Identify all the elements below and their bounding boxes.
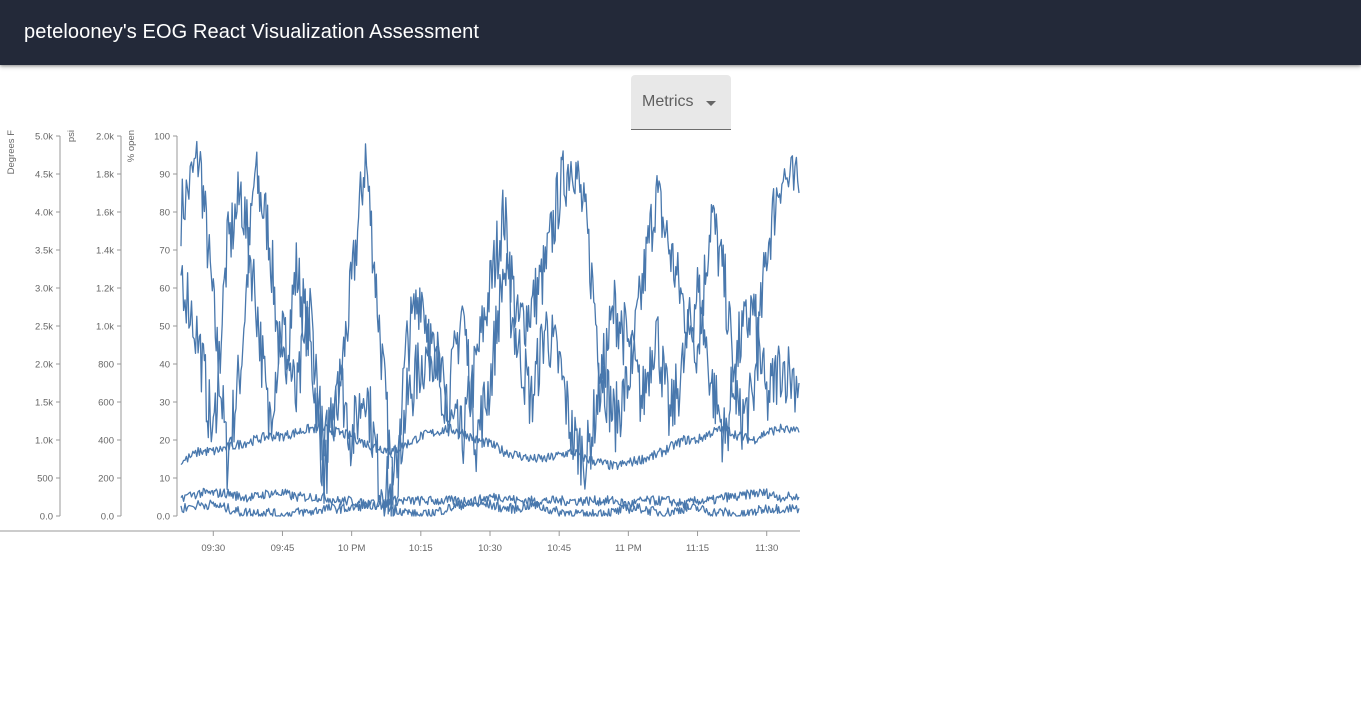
y-tick-label: 4.0k — [35, 208, 53, 219]
series-line-1 — [180, 140, 800, 517]
y-tick-label: 2.0k — [35, 360, 53, 371]
y-tick-label: 40 — [159, 360, 170, 371]
y-tick-label: 1.0k — [96, 322, 114, 333]
y-tick-label: 2.0k — [96, 132, 114, 143]
dropdown-arrow-icon — [705, 100, 716, 106]
series-line-3 — [180, 423, 800, 471]
y-tick-label: 50 — [159, 322, 170, 333]
y-tick-label: 0.0 — [157, 512, 170, 523]
x-tick-label: 10:15 — [409, 543, 433, 554]
y-tick-label: 200 — [98, 474, 114, 485]
x-tick-label: 10 PM — [338, 543, 366, 554]
y-tick-label: 20 — [159, 436, 170, 447]
x-tick-label: 09:30 — [201, 543, 225, 554]
y-tick-label: 400 — [98, 436, 114, 447]
y-tick-label: 1.6k — [96, 208, 114, 219]
y-axis-title-percent: % open — [126, 130, 137, 162]
app-bar: petelooney's EOG React Visualization Ass… — [0, 0, 1361, 65]
series-line-4 — [180, 487, 800, 510]
y-tick-label: 500 — [37, 474, 53, 485]
y-tick-label: 100 — [154, 132, 170, 143]
y-tick-label: 4.5k — [35, 170, 53, 181]
x-tick-label: 10:30 — [478, 543, 502, 554]
metrics-select-label: Metrics — [642, 93, 694, 110]
app-title: petelooney's EOG React Visualization Ass… — [24, 21, 480, 43]
y-tick-label: 3.0k — [35, 284, 53, 295]
x-tick-label: 11:30 — [755, 543, 778, 554]
x-tick-label: 11 PM — [615, 543, 642, 554]
y-tick-label: 10 — [159, 474, 170, 485]
metrics-select[interactable]: Metrics — [631, 75, 731, 130]
y-tick-label: 800 — [98, 360, 114, 371]
series-line-5 — [180, 499, 800, 517]
x-tick-label: 10:45 — [547, 543, 571, 554]
y-tick-label: 3.5k — [35, 246, 53, 257]
y-tick-label: 5.0k — [35, 132, 53, 143]
x-tick-label: 09:45 — [271, 543, 295, 554]
series-line-2 — [180, 171, 800, 517]
y-axis-title-temp: Degrees F — [6, 130, 17, 175]
y-tick-label: 0.0 — [101, 512, 114, 523]
y-tick-label: 0.0 — [40, 512, 53, 523]
x-tick-label: 11:15 — [686, 543, 709, 554]
y-tick-label: 70 — [159, 246, 170, 257]
y-tick-label: 90 — [159, 170, 170, 181]
y-tick-label: 2.5k — [35, 322, 53, 333]
y-tick-label: 1.5k — [35, 398, 53, 409]
y-tick-label: 80 — [159, 208, 170, 219]
y-tick-label: 60 — [159, 284, 170, 295]
y-tick-label: 1.2k — [96, 284, 114, 295]
y-tick-label: 600 — [98, 398, 114, 409]
y-tick-label: 1.0k — [35, 436, 53, 447]
y-axis-title-pressure: psi — [66, 130, 77, 142]
metrics-line-chart: 0.0 500 1.0k 1.5k 2.0k 2.5k 3.0k 3.5k 4.0k 4.5k 5.… — [0, 130, 800, 554]
y-tick-label: 1.4k — [96, 246, 114, 257]
y-tick-label: 1.8k — [96, 170, 114, 181]
y-tick-label: 30 — [159, 398, 170, 409]
